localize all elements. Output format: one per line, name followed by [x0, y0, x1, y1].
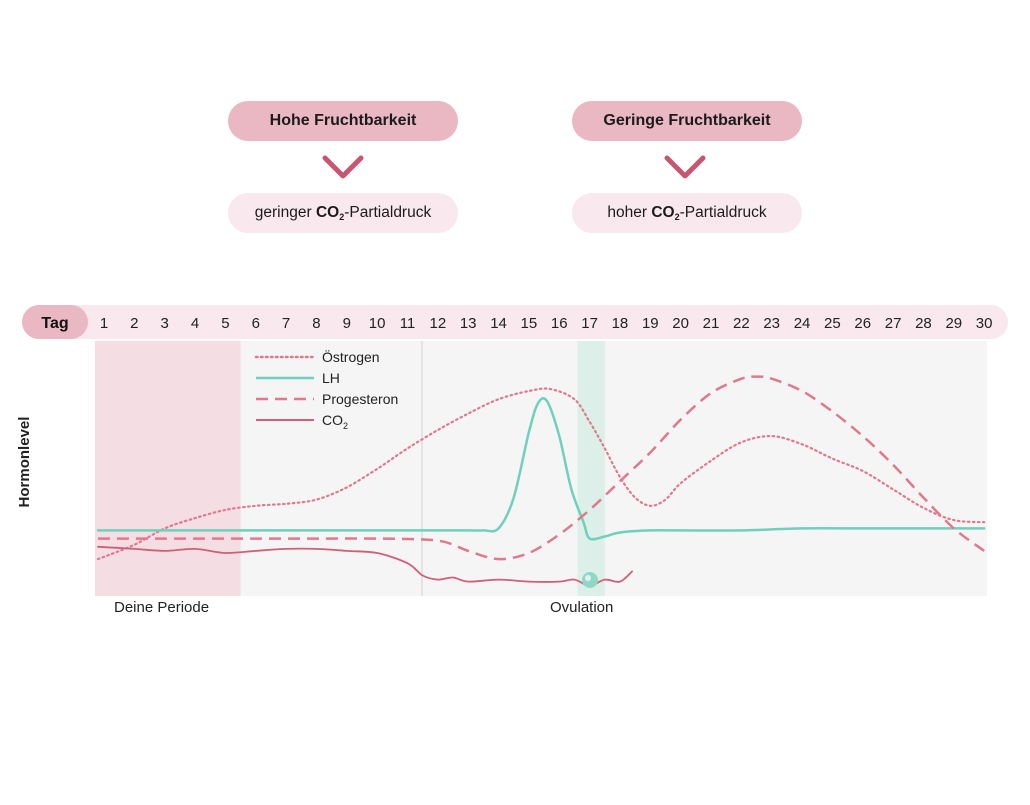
legend-co2-text: CO	[322, 412, 343, 428]
tag-pill	[22, 305, 88, 339]
high-fertility-label: Hohe Fruchtbarkeit	[269, 112, 417, 129]
co-text: CO	[651, 204, 675, 221]
low-co2-note: geringer CO2 -Partialdruck	[228, 193, 458, 233]
series-group	[96, 375, 986, 587]
day-label-2: 2	[130, 315, 138, 332]
day-labels: 1 2 3 4 5 6 7 8 9 10 11 12 13 14 15 16 17 18 19 20 21 22 23 24 2…	[100, 315, 993, 332]
day-label-3: 3	[161, 315, 169, 332]
day-label-10: 10	[369, 315, 386, 332]
day-label-19: 19	[642, 315, 659, 332]
day-label-14: 14	[490, 315, 507, 332]
period-label: Deine Periode	[114, 599, 210, 616]
day-label-20: 20	[672, 315, 689, 332]
day-label-23: 23	[763, 315, 780, 332]
day-label-17: 17	[581, 315, 598, 332]
day-label-12: 12	[430, 315, 447, 332]
day-label-16: 16	[551, 315, 568, 332]
low-fertility-label: Geringe Fruchtbarkeit	[603, 112, 771, 129]
series-lh-line	[96, 397, 986, 541]
ovulation-region	[577, 341, 605, 596]
chevron-down-icon	[322, 155, 364, 179]
high-co2-suffix: -Partialdruck	[679, 204, 767, 221]
day-label-21: 21	[703, 315, 720, 332]
high-co2-prefix: hoher	[607, 204, 652, 221]
legend-lh-label: LH	[322, 370, 340, 386]
day-label-6: 6	[252, 315, 260, 332]
low-fertility-pill: Geringe Fruchtbarkeit	[572, 101, 802, 141]
day-label-28: 28	[915, 315, 932, 332]
legend-progesteron-label: Progesteron	[322, 391, 398, 407]
day-label-4: 4	[191, 315, 199, 332]
day-label-13: 13	[460, 315, 477, 332]
high-fertility-pill: Hohe Fruchtbarkeit	[228, 101, 458, 141]
day-label-24: 24	[794, 315, 811, 332]
series-progesteron-line	[98, 375, 985, 561]
day-label-26: 26	[854, 315, 871, 332]
day-label-25: 25	[824, 315, 841, 332]
low-co2-suffix: -Partialdruck	[344, 204, 432, 221]
day-label-11: 11	[400, 315, 416, 332]
day-label-22: 22	[733, 315, 750, 332]
day-label-18: 18	[612, 315, 629, 332]
legend: Östrogen LH Progesteron CO2	[254, 348, 398, 431]
day-label-27: 27	[885, 315, 902, 332]
series-oestrogen-line	[96, 387, 986, 561]
egg-icon	[582, 572, 598, 588]
day-label-15: 15	[521, 315, 538, 332]
day-label-29: 29	[945, 315, 962, 332]
co2-formula: CO2	[651, 204, 679, 222]
y-axis-label: Hormonlevel	[16, 416, 33, 508]
chevron-down-icon	[664, 155, 706, 179]
ovulation-label: Ovulation	[550, 599, 614, 616]
plot-background	[95, 341, 987, 596]
legend-oestrogen-label: Östrogen	[322, 348, 380, 365]
series-co2-line	[97, 545, 633, 587]
co-text: CO	[315, 204, 340, 221]
day-label-1: 1	[100, 315, 108, 332]
legend-co2-subscript: 2	[343, 421, 348, 431]
co2-subscript: 2	[674, 212, 680, 222]
day-label-8: 8	[312, 315, 320, 332]
low-co2-prefix: geringer	[254, 204, 316, 221]
day-label-30: 30	[976, 315, 993, 332]
day-label-7: 7	[282, 315, 290, 332]
co2-subscript: 2	[339, 212, 345, 222]
day-axis-bar	[22, 305, 1008, 339]
regions	[95, 341, 605, 596]
tag-label: Tag	[41, 315, 68, 332]
day-label-9: 9	[343, 315, 351, 332]
co2-formula: CO2	[316, 204, 344, 222]
day-label-5: 5	[221, 315, 229, 332]
period-region	[95, 341, 241, 596]
high-co2-note: hoher CO2 -Partialdruck	[572, 193, 802, 233]
legend-co2-label: CO2	[322, 412, 348, 431]
